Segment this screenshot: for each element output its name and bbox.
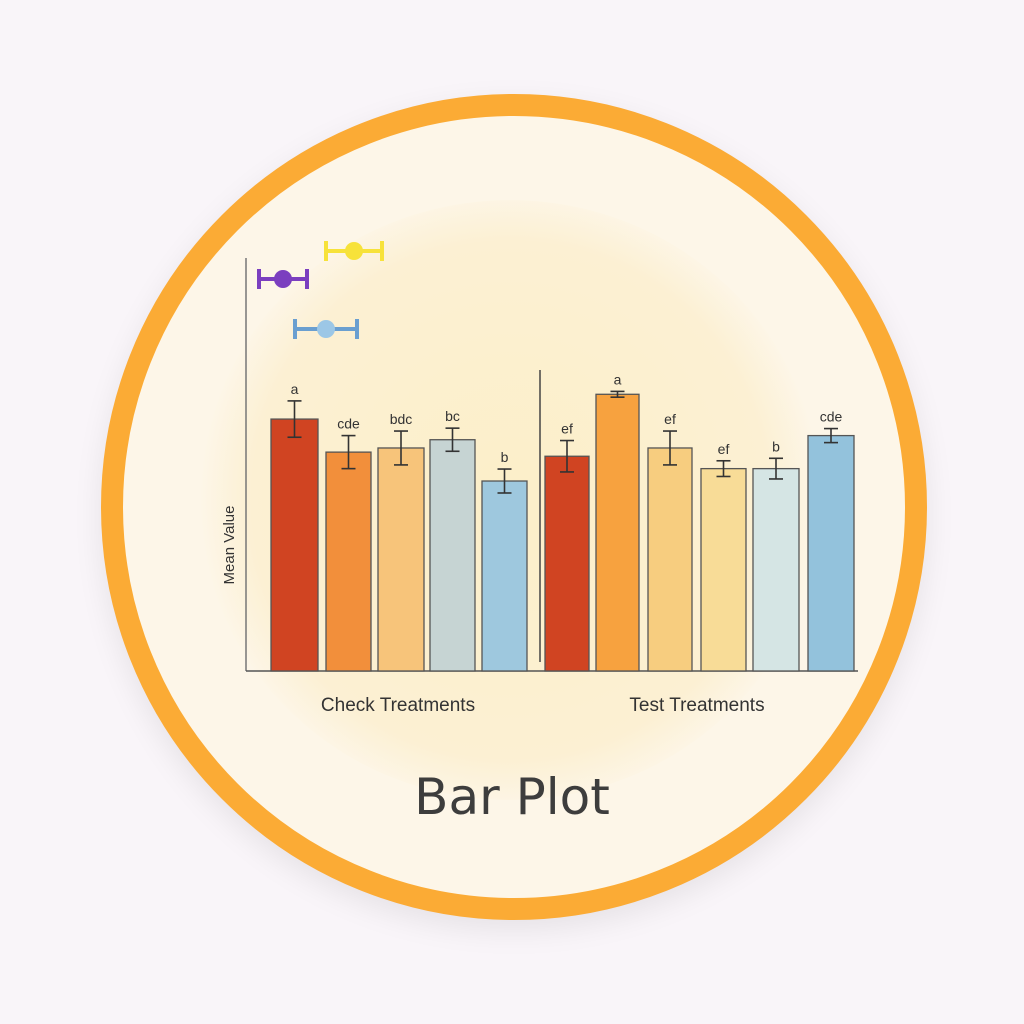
chart-title: Bar Plot bbox=[414, 768, 610, 826]
bar bbox=[481, 480, 528, 672]
significance-letter: ef bbox=[664, 411, 676, 427]
bar bbox=[429, 439, 476, 672]
significance-letter: cde bbox=[820, 409, 843, 425]
group-label-test: Test Treatments bbox=[629, 695, 764, 716]
bars: a cde bdc bc b ef a ef ef b cde bbox=[270, 371, 855, 672]
y-axis-label: Mean Value bbox=[221, 506, 238, 585]
significance-letter: cde bbox=[337, 416, 360, 432]
bar bbox=[647, 447, 693, 672]
bar bbox=[270, 418, 319, 672]
dumbbell-marker-icon bbox=[345, 242, 363, 260]
bar bbox=[544, 455, 590, 672]
bar bbox=[325, 451, 372, 672]
bar bbox=[377, 447, 425, 672]
significance-letter: ef bbox=[718, 441, 730, 457]
significance-letter: bdc bbox=[390, 411, 413, 427]
dumbbell-marker-icon bbox=[317, 320, 335, 338]
bar bbox=[595, 393, 640, 672]
significance-letter: a bbox=[614, 371, 622, 387]
significance-letter: bc bbox=[445, 408, 460, 424]
bar bbox=[752, 467, 800, 672]
bar bbox=[807, 434, 855, 672]
significance-letter: a bbox=[291, 381, 299, 397]
significance-letter: b bbox=[501, 449, 509, 465]
significance-letter: b bbox=[772, 438, 780, 454]
bar bbox=[700, 467, 747, 672]
significance-letter: ef bbox=[561, 421, 573, 437]
legend-markers bbox=[257, 241, 384, 339]
group-label-check: Check Treatments bbox=[321, 695, 475, 716]
dumbbell-marker-icon bbox=[274, 270, 292, 288]
